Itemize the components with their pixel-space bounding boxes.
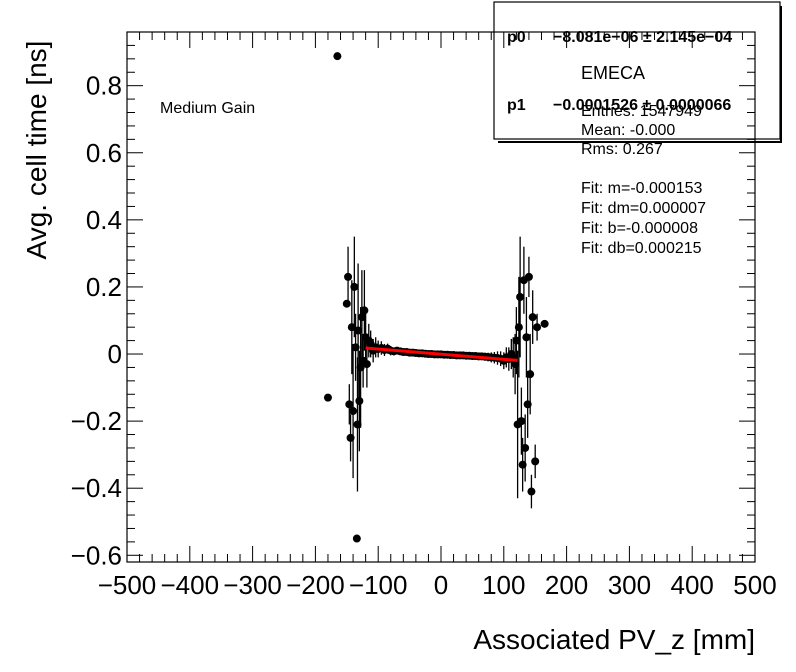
fit-p0-label: p0 [507, 29, 526, 46]
data-point [346, 433, 355, 442]
data-point [323, 393, 332, 402]
x-axis-title: Associated PV_z [mm] [473, 624, 755, 655]
fit-p1-label: p1 [507, 97, 526, 114]
x-tick-label: 400 [671, 570, 714, 600]
data-point [355, 396, 364, 405]
gain-annotation: Medium Gain [160, 100, 255, 117]
y-tick-labels: −0.6 −0.4 −0.2 0 0.2 0.4 0.6 0.8 [71, 71, 122, 571]
y-tick-label: −0.2 [71, 406, 122, 436]
data-point [360, 306, 369, 315]
data-point [540, 319, 549, 328]
data-point [523, 400, 532, 409]
data-point [518, 460, 527, 469]
data-point [514, 323, 523, 332]
stats-fit-m: Fit: m=-0.000153 [581, 180, 703, 197]
data-point [531, 457, 540, 466]
x-tick-label: 100 [482, 570, 525, 600]
x-tick-label: 500 [733, 570, 776, 600]
data-point [517, 417, 526, 426]
data-point [354, 326, 363, 335]
data-point [353, 420, 362, 429]
data-point [512, 336, 521, 345]
fit-line [365, 346, 518, 362]
x-tick-label: −200 [286, 570, 345, 600]
data-point [527, 487, 536, 496]
data-point [511, 360, 520, 369]
data-point [528, 313, 537, 322]
fit-p0-value: −8.081e−06 ± 2.145e−04 [553, 29, 732, 46]
axis-ticks [126, 31, 756, 562]
x-tick-label: 0 [434, 570, 448, 600]
data-point [347, 323, 356, 332]
data-point [342, 299, 351, 308]
data-point [357, 313, 366, 322]
x-tick-label: −100 [349, 570, 408, 600]
y-tick-label: 0.8 [86, 71, 122, 101]
y-tick-label: 0.4 [86, 205, 122, 235]
data-point [524, 272, 533, 281]
stats-fit-dm: Fit: dm=0.000007 [581, 200, 706, 217]
stats-name: EMECA [581, 63, 645, 83]
stats-fit-db: Fit: db=0.000215 [581, 240, 702, 257]
y-tick-label: 0.6 [86, 138, 122, 168]
y-axis-title: Avg. cell time [ns] [21, 41, 52, 260]
data-point [362, 360, 371, 369]
stats-entries: Entries: 1547949 [581, 103, 702, 120]
x-tick-label: −400 [161, 570, 220, 600]
stats-box: EMECA Entries: 1547949 Mean: -0.000 Rms:… [581, 63, 706, 257]
x-tick-label: −300 [223, 570, 282, 600]
stats-mean: Mean: -0.000 [581, 122, 675, 139]
y-tick-label: 0.2 [86, 272, 122, 302]
stats-rms: Rms: 0.267 [581, 141, 663, 158]
data-point [349, 407, 358, 416]
data-point [356, 363, 365, 372]
data-point [351, 343, 360, 352]
data-point [345, 400, 354, 409]
data-point [333, 52, 342, 61]
fit-p1-value: −0.0001526 ± 0.0000066 [553, 97, 731, 114]
x-tick-label: −500 [98, 570, 157, 600]
stats-fit-b: Fit: b=-0.000008 [581, 220, 698, 237]
x-tick-labels: −500 −400 −300 −200 −100 0 100 200 300 400 500 [98, 570, 777, 600]
fit-box-shadow-right [780, 6, 782, 143]
data-point [352, 534, 361, 543]
x-tick-label: 200 [545, 570, 588, 600]
data-point [526, 370, 535, 379]
data-point [521, 443, 530, 452]
fit-parameter-box: p0 −8.081e−06 ± 2.145e−04 p1 −0.0001526 … [493, 1, 782, 143]
x-tick-label: 300 [608, 570, 651, 600]
data-point [516, 293, 525, 301]
fit-box-shadow-bottom [498, 141, 782, 143]
y-tick-label: 0 [108, 339, 122, 369]
fit-box-frame [493, 1, 781, 140]
data-point [350, 282, 359, 291]
y-tick-label: −0.6 [71, 540, 122, 570]
y-tick-label: −0.4 [71, 473, 122, 503]
data-point [344, 272, 353, 281]
data-point [533, 323, 542, 332]
data-point [522, 333, 531, 342]
plot-frame [126, 31, 756, 563]
